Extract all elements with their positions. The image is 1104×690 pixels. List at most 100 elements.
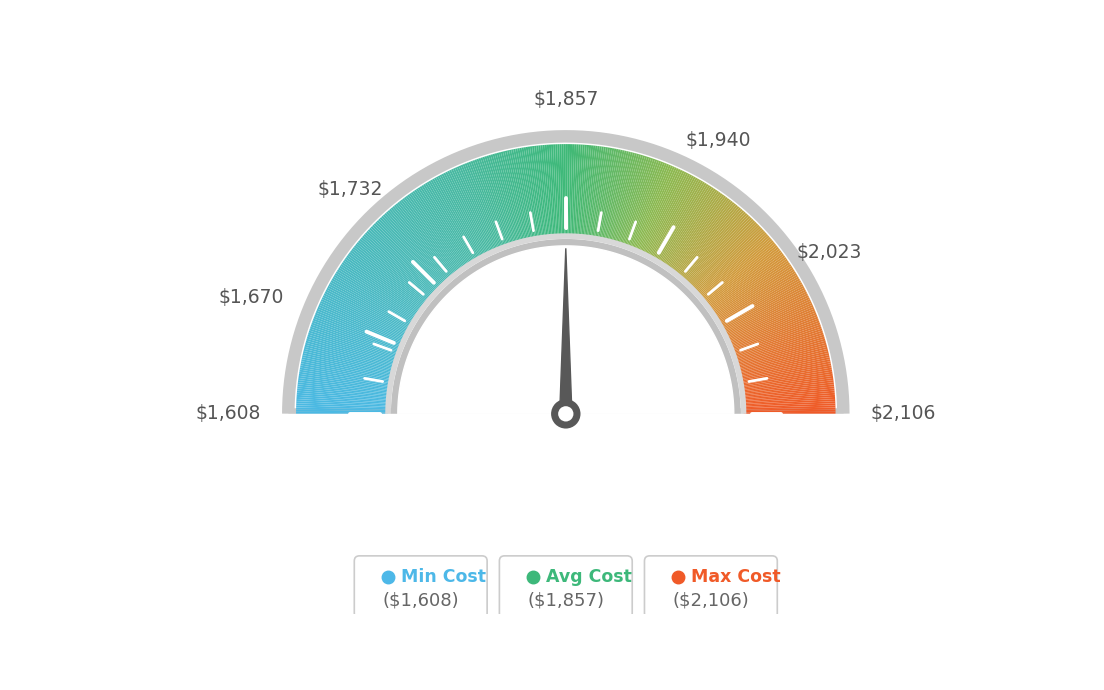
Wedge shape — [681, 209, 743, 279]
Wedge shape — [417, 187, 469, 265]
Text: $1,670: $1,670 — [219, 288, 285, 307]
Wedge shape — [664, 188, 715, 266]
Wedge shape — [723, 290, 806, 333]
Wedge shape — [700, 237, 771, 298]
Wedge shape — [737, 347, 828, 371]
Wedge shape — [298, 378, 390, 391]
Wedge shape — [690, 221, 756, 288]
Wedge shape — [318, 307, 403, 344]
Wedge shape — [312, 319, 400, 353]
Wedge shape — [314, 317, 400, 351]
Wedge shape — [588, 146, 602, 237]
Wedge shape — [583, 146, 593, 237]
Wedge shape — [323, 293, 406, 335]
Wedge shape — [743, 401, 836, 407]
Text: Avg Cost: Avg Cost — [546, 568, 633, 586]
Wedge shape — [300, 366, 391, 383]
Wedge shape — [297, 384, 389, 396]
Wedge shape — [490, 155, 518, 243]
Wedge shape — [521, 148, 538, 239]
Wedge shape — [569, 144, 572, 236]
Wedge shape — [635, 166, 673, 250]
Wedge shape — [315, 315, 401, 350]
Wedge shape — [736, 337, 825, 364]
Text: $1,857: $1,857 — [533, 90, 598, 109]
Wedge shape — [659, 184, 709, 263]
Wedge shape — [643, 170, 684, 254]
Wedge shape — [716, 271, 796, 321]
Wedge shape — [585, 146, 597, 237]
Wedge shape — [672, 198, 730, 273]
Wedge shape — [671, 197, 728, 272]
Wedge shape — [335, 273, 414, 322]
Wedge shape — [733, 322, 820, 355]
Wedge shape — [652, 179, 700, 259]
Wedge shape — [351, 248, 425, 306]
Wedge shape — [537, 146, 548, 237]
Wedge shape — [420, 186, 470, 264]
Wedge shape — [640, 169, 681, 253]
Wedge shape — [534, 146, 546, 237]
Wedge shape — [444, 172, 487, 255]
Wedge shape — [528, 146, 542, 238]
Wedge shape — [740, 359, 830, 380]
Wedge shape — [711, 257, 786, 312]
Wedge shape — [549, 144, 556, 237]
Wedge shape — [467, 162, 501, 248]
Wedge shape — [721, 282, 803, 328]
Wedge shape — [297, 393, 389, 402]
Wedge shape — [307, 335, 396, 363]
Wedge shape — [362, 235, 433, 297]
Wedge shape — [426, 181, 476, 262]
Wedge shape — [296, 408, 389, 411]
Wedge shape — [407, 195, 463, 270]
Wedge shape — [298, 380, 390, 393]
Wedge shape — [570, 144, 574, 236]
Wedge shape — [311, 322, 399, 355]
Circle shape — [551, 399, 581, 428]
Wedge shape — [558, 144, 562, 236]
Wedge shape — [682, 210, 744, 281]
Wedge shape — [337, 269, 416, 319]
Wedge shape — [404, 197, 460, 272]
Wedge shape — [673, 199, 731, 273]
Wedge shape — [742, 374, 832, 388]
Wedge shape — [509, 150, 530, 240]
Wedge shape — [703, 244, 776, 303]
Wedge shape — [361, 237, 432, 298]
Wedge shape — [720, 280, 802, 327]
Wedge shape — [694, 228, 763, 292]
Wedge shape — [373, 223, 440, 289]
Text: $1,732: $1,732 — [317, 180, 382, 199]
Wedge shape — [649, 175, 694, 257]
Text: $2,106: $2,106 — [870, 404, 936, 424]
Wedge shape — [744, 410, 836, 413]
Wedge shape — [328, 286, 410, 331]
Wedge shape — [331, 278, 412, 326]
Wedge shape — [385, 212, 448, 282]
Wedge shape — [408, 193, 464, 269]
Wedge shape — [320, 301, 404, 341]
Wedge shape — [708, 250, 782, 307]
Wedge shape — [686, 215, 749, 284]
Wedge shape — [541, 145, 551, 237]
Wedge shape — [338, 268, 416, 319]
Wedge shape — [470, 161, 505, 248]
Wedge shape — [697, 230, 765, 294]
Wedge shape — [628, 161, 664, 248]
Wedge shape — [546, 145, 554, 237]
Wedge shape — [743, 384, 835, 396]
Wedge shape — [698, 234, 768, 296]
Wedge shape — [542, 145, 552, 237]
Wedge shape — [572, 144, 576, 236]
Wedge shape — [713, 262, 790, 315]
Wedge shape — [414, 190, 467, 267]
Wedge shape — [605, 150, 627, 241]
Wedge shape — [411, 192, 465, 268]
Wedge shape — [698, 233, 766, 295]
Wedge shape — [437, 175, 482, 257]
Wedge shape — [615, 155, 644, 244]
Wedge shape — [482, 157, 512, 245]
Wedge shape — [648, 175, 692, 257]
Wedge shape — [296, 412, 388, 414]
